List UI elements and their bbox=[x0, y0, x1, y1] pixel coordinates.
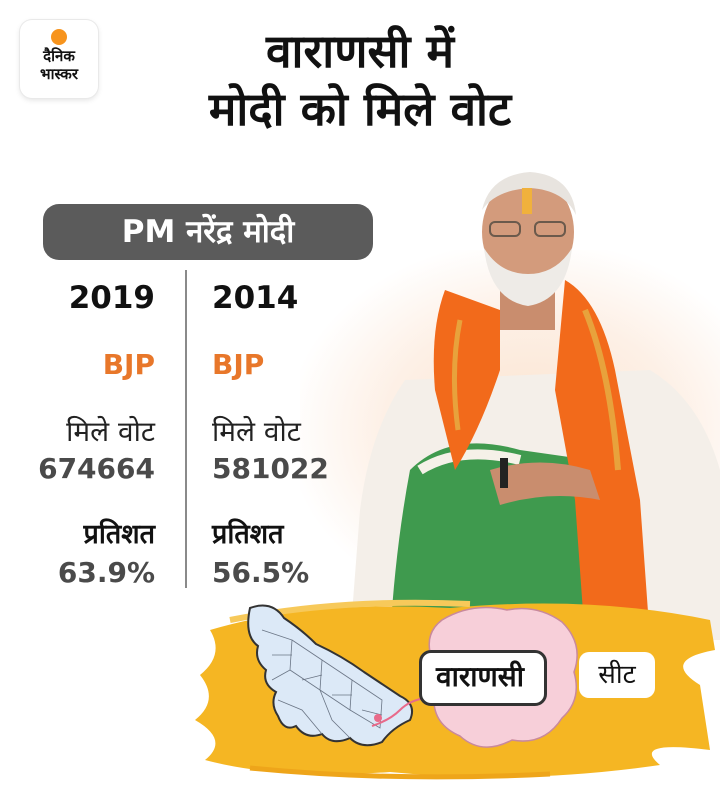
headline: वाराणसी में मोदी को मिले वोट bbox=[150, 22, 570, 138]
narendra-modi-photo bbox=[350, 172, 720, 640]
logo-sun-icon bbox=[51, 29, 67, 45]
votes-value: 674664 bbox=[38, 452, 155, 485]
logo-line-2: भास्कर bbox=[40, 65, 78, 83]
party-label: BJP bbox=[212, 348, 265, 381]
uttar-pradesh-map bbox=[247, 604, 413, 747]
votes-label: मिले वोट bbox=[212, 415, 301, 448]
headline-line-2: मोदी को मिले वोट bbox=[208, 82, 512, 136]
percent-value: 56.5% bbox=[212, 556, 310, 589]
column-divider bbox=[185, 270, 187, 588]
votes-value: 581022 bbox=[212, 452, 329, 485]
logo-line-1: दैनिक bbox=[43, 47, 75, 65]
connector-line bbox=[371, 697, 427, 727]
headline-line-1: वाराणसी में bbox=[265, 24, 454, 78]
votes-label: मिले वोट bbox=[66, 415, 155, 448]
seat-label: सीट bbox=[579, 652, 655, 698]
percent-value: 63.9% bbox=[57, 556, 155, 589]
year-label: 2019 bbox=[68, 280, 155, 316]
year-label: 2014 bbox=[212, 280, 299, 316]
dainik-bhaskar-logo[interactable]: दैनिक भास्कर bbox=[20, 20, 98, 98]
district-label: वाराणसी bbox=[419, 650, 547, 706]
party-label: BJP bbox=[102, 348, 155, 381]
percent-label: प्रतिशत bbox=[83, 519, 156, 550]
candidate-name-pill: PM नरेंद्र मोदी bbox=[43, 204, 373, 260]
percent-label: प्रतिशत bbox=[212, 519, 284, 550]
